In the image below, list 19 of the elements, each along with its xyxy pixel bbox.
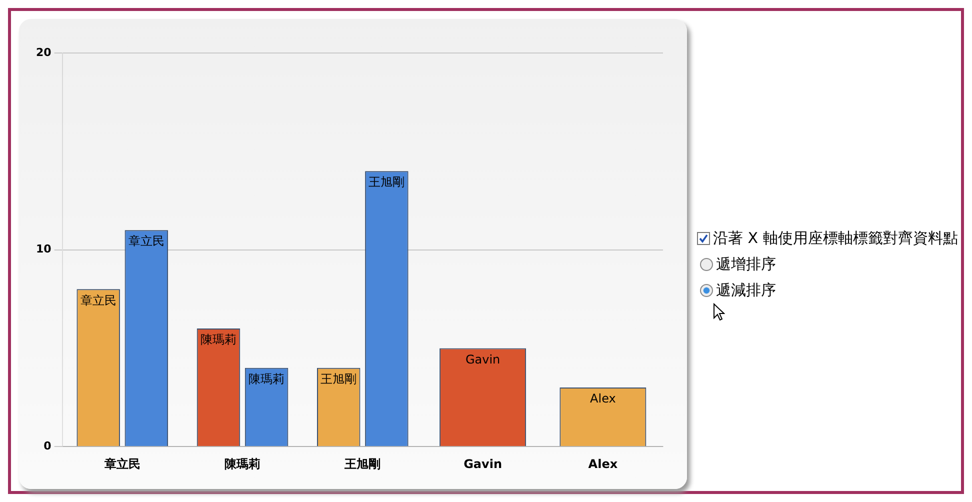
- x-tick-label: Alex: [588, 456, 618, 471]
- x-tick-label: 王旭剛: [344, 456, 381, 471]
- y-tick-label: 10: [36, 242, 52, 256]
- text: 遞增排序: [716, 254, 776, 274]
- text: 遞減排序: [716, 280, 776, 300]
- y-tick-label: 0: [44, 439, 52, 452]
- x-tick-label: Gavin: [464, 456, 502, 471]
- data-label: 王旭剛: [368, 175, 405, 190]
- x-tick-label: 章立民: [103, 456, 140, 471]
- data-label: 章立民: [128, 234, 164, 248]
- y-tick-label: 20: [36, 46, 52, 59]
- data-label: 陳瑪莉: [248, 372, 285, 386]
- text: 沿著 X 軸使用座標軸標籤對齊資料點: [713, 228, 958, 248]
- data-label: 王旭剛: [320, 372, 357, 386]
- data-label: Alex: [590, 392, 616, 406]
- data-label: Gavin: [465, 352, 500, 366]
- data-label: 章立民: [80, 293, 116, 308]
- x-tick-label: 陳瑪莉: [224, 456, 261, 471]
- data-label: 陳瑪莉: [200, 332, 236, 347]
